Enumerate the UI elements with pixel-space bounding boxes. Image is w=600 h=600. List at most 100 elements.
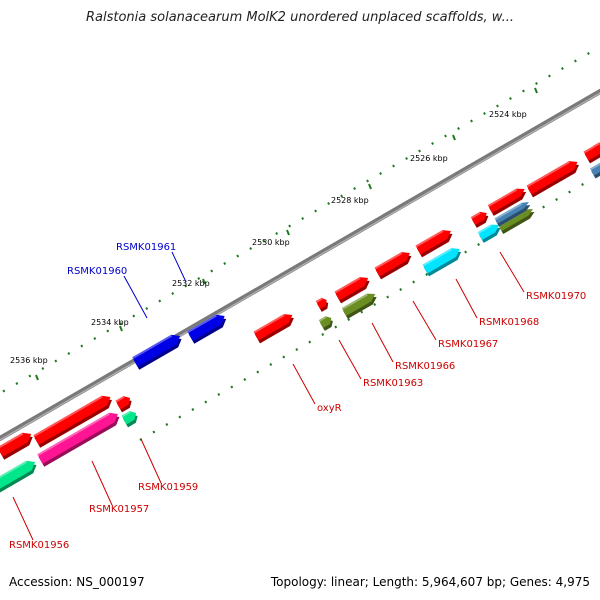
- gene-leader-line: [12, 496, 34, 541]
- gene-label[interactable]: RSMK01968: [479, 317, 539, 328]
- label-layer: RSMK01961 RSMK01960 RSMK01970 RSMK01968 RSMK…: [9, 242, 586, 551]
- gene-label[interactable]: RSMK01959: [138, 482, 198, 493]
- gene-arrow-highlight: [583, 145, 596, 154]
- gene-arrow-face: [0, 432, 32, 457]
- gene-arrow: [0, 432, 33, 460]
- gene-label[interactable]: RSMK01966: [395, 361, 455, 372]
- gene-arrow-side: [499, 212, 535, 235]
- gene-arrow-face: [590, 162, 600, 176]
- gene-label[interactable]: oxyR: [317, 403, 342, 414]
- gene-leader-line: [171, 251, 187, 283]
- gene-leader-line: [412, 300, 437, 341]
- gene-arrow-highlight: [115, 396, 125, 403]
- gene-arrow-face: [374, 252, 410, 277]
- gene-arrow-face: [334, 277, 369, 301]
- gene-arrow-highlight: [187, 314, 217, 333]
- gene-arrow: [334, 277, 370, 304]
- scale-label: 2528 kbp: [331, 196, 369, 205]
- gene-arrow: [374, 252, 412, 280]
- map-title: Ralstonia solanacearum MolK2 unordered u…: [85, 10, 514, 25]
- gene-arrow: [0, 460, 37, 493]
- gene-arrow: [121, 411, 138, 428]
- gene-arrow-face: [318, 316, 332, 328]
- gene-label[interactable]: RSMK01956: [9, 540, 69, 551]
- gene-arrow: [422, 248, 462, 277]
- scale-label: 2536 kbp: [10, 356, 48, 365]
- scale-label: 2526 kbp: [410, 154, 448, 163]
- gene-leader-line: [499, 251, 525, 293]
- tick-layer: 2524 kbp 2526 kbp 2528 kbp 2530 kbp 2532 kbp…: [0, 48, 597, 441]
- gene-arrow-face: [526, 161, 578, 195]
- scale-major-tick: [452, 134, 456, 141]
- gene-arrow-face: [253, 314, 293, 341]
- gene-leader-line: [292, 363, 316, 405]
- gene-arrow-highlight: [318, 316, 327, 322]
- genome-info-text: Topology: linear; Length: 5,964,607 bp; …: [270, 575, 590, 589]
- gene-arrow: [590, 162, 600, 179]
- gene-label[interactable]: RSMK01960: [67, 266, 127, 277]
- scale-major-tick: [534, 87, 538, 94]
- gene-arrow-highlight: [477, 224, 492, 234]
- scale-major-tick: [286, 229, 290, 236]
- gene-leader-line: [140, 438, 162, 484]
- gene-arrow: [318, 316, 333, 331]
- gene-arrow-face: [115, 396, 131, 410]
- scale-major-tick: [35, 374, 39, 381]
- gene-arrow-face: [477, 224, 500, 240]
- scale-label: 2534 kbp: [91, 318, 129, 327]
- gene-label[interactable]: RSMK01961: [116, 242, 176, 253]
- chromosome-backbone-highlight: [0, 92, 600, 441]
- gene-leader-line: [338, 339, 362, 380]
- scale-label: 2530 kbp: [252, 238, 290, 247]
- gene-arrow-highlight: [422, 248, 453, 267]
- gene-arrow-highlight: [33, 395, 103, 437]
- gene-label[interactable]: RSMK01967: [438, 339, 498, 350]
- gene-arrow-face: [487, 188, 525, 213]
- gene-arrow-face: [494, 202, 529, 224]
- gene-arrow: [494, 202, 531, 227]
- chromosome-backbone: [0, 88, 600, 442]
- gene-layer: [0, 142, 600, 493]
- gene-arrow-face: [341, 293, 376, 316]
- gene-leader-line: [91, 460, 113, 506]
- scale-label: 2524 kbp: [489, 110, 527, 119]
- gene-arrow: [37, 412, 120, 467]
- gene-arrow: [187, 314, 227, 344]
- gene-arrow: [33, 395, 112, 448]
- gene-arrow-highlight: [341, 293, 368, 310]
- gene-arrow-highlight: [334, 277, 361, 294]
- gene-leader-line: [123, 275, 148, 319]
- scale-label: 2532 kbp: [172, 279, 210, 288]
- leader-layer: [12, 251, 525, 541]
- gene-arrow-face: [470, 211, 487, 225]
- gene-arrow-highlight: [593, 142, 600, 148]
- gene-arrow: [315, 297, 329, 312]
- gene-label[interactable]: RSMK01957: [89, 504, 149, 515]
- gene-arrow: [487, 188, 527, 216]
- backbone-layer: [0, 88, 600, 442]
- scale-major-tick: [368, 183, 372, 190]
- gene-arrow-highlight: [37, 412, 111, 456]
- gene-arrow-face: [132, 334, 181, 367]
- gene-arrow: [415, 230, 453, 258]
- gene-arrow-face: [498, 209, 533, 232]
- gene-arrow-highlight: [315, 297, 323, 303]
- gene-label[interactable]: RSMK01970: [526, 291, 586, 302]
- gene-arrow-side: [496, 205, 531, 227]
- gene-label[interactable]: RSMK01963: [363, 378, 423, 389]
- gene-arrow-highlight: [487, 188, 518, 207]
- gene-arrow-highlight: [0, 432, 24, 448]
- gene-arrow-face: [315, 297, 327, 309]
- gene-arrow: [470, 211, 489, 228]
- gene-arrow: [132, 334, 182, 370]
- scale-major-tick: [119, 325, 123, 332]
- gene-arrow-face: [422, 248, 460, 274]
- gene-arrow: [253, 314, 294, 344]
- gene-arrow-highlight: [121, 411, 131, 418]
- gene-arrow: [593, 142, 600, 158]
- gene-arrow: [477, 224, 501, 243]
- gene-arrow-highlight: [253, 314, 285, 334]
- gene-arrow-highlight: [494, 202, 523, 221]
- gene-arrow: [526, 161, 579, 198]
- gene-leader-line: [371, 322, 394, 363]
